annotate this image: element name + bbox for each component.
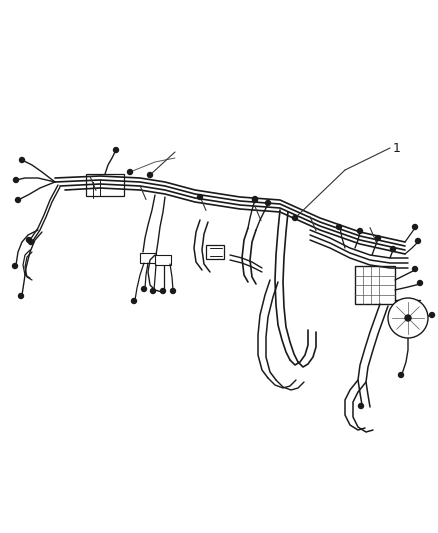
- Text: 1: 1: [393, 141, 401, 155]
- Circle shape: [170, 288, 176, 294]
- Circle shape: [14, 177, 18, 182]
- Circle shape: [336, 224, 342, 230]
- Circle shape: [15, 198, 21, 203]
- Circle shape: [293, 215, 297, 221]
- Bar: [355, 266, 395, 304]
- Circle shape: [391, 246, 396, 252]
- Circle shape: [399, 373, 403, 377]
- Bar: [206, 245, 224, 259]
- Circle shape: [416, 238, 420, 244]
- Bar: [155, 255, 171, 265]
- Circle shape: [388, 298, 428, 338]
- Circle shape: [27, 238, 32, 243]
- Circle shape: [265, 200, 271, 206]
- Circle shape: [127, 169, 133, 174]
- Circle shape: [113, 148, 119, 152]
- Circle shape: [252, 198, 258, 203]
- Circle shape: [151, 288, 155, 294]
- Circle shape: [357, 229, 363, 233]
- Circle shape: [413, 224, 417, 230]
- Circle shape: [20, 157, 25, 163]
- Circle shape: [198, 195, 202, 199]
- Circle shape: [13, 263, 18, 269]
- Circle shape: [148, 173, 152, 177]
- Circle shape: [131, 298, 137, 303]
- Circle shape: [141, 287, 146, 292]
- Bar: [86, 174, 124, 196]
- Circle shape: [252, 197, 258, 201]
- Bar: [140, 253, 156, 263]
- Circle shape: [413, 266, 417, 271]
- Circle shape: [405, 315, 411, 321]
- Circle shape: [160, 288, 166, 294]
- Circle shape: [417, 280, 423, 286]
- Circle shape: [375, 236, 381, 240]
- Circle shape: [358, 403, 364, 408]
- Circle shape: [430, 312, 434, 318]
- Circle shape: [28, 239, 33, 245]
- Circle shape: [18, 294, 24, 298]
